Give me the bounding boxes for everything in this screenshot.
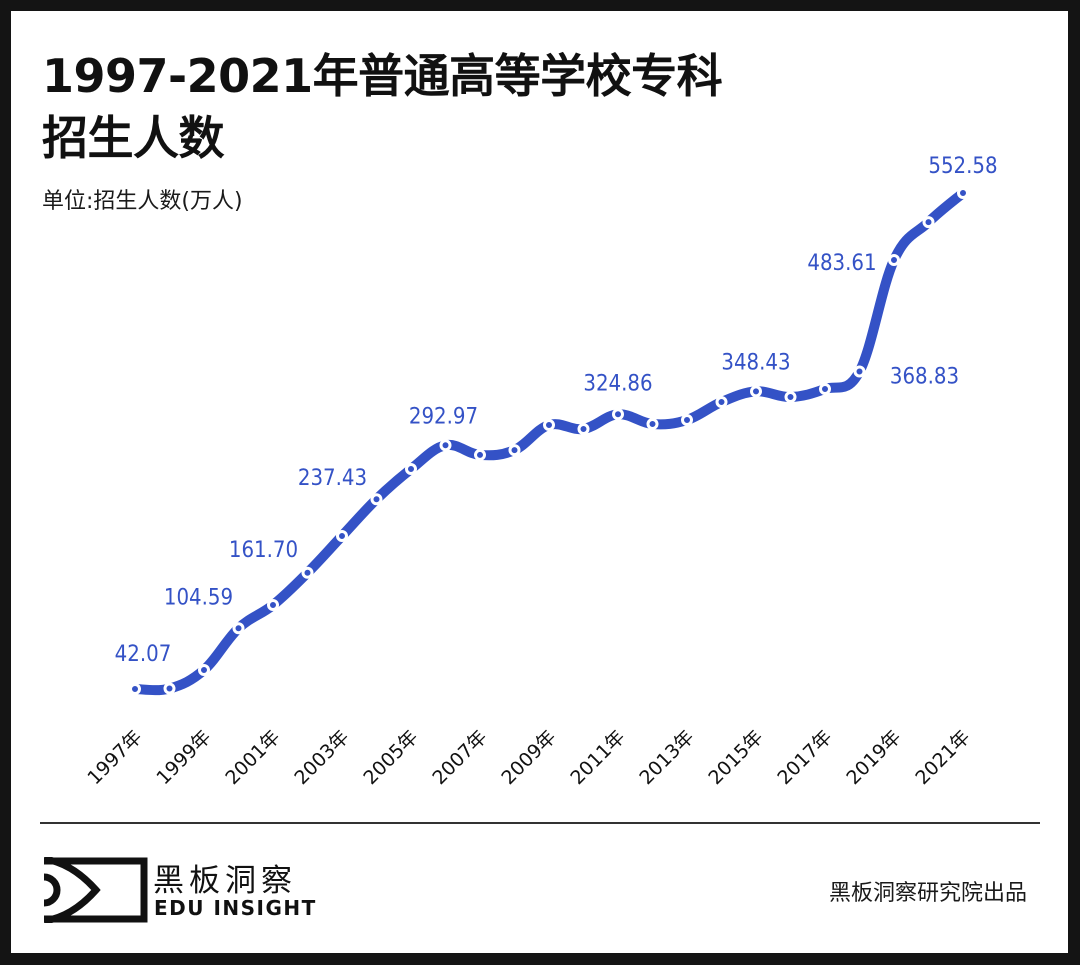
- data-point-marker: [163, 682, 176, 695]
- data-point-marker: [612, 408, 624, 421]
- data-point-marker: [232, 622, 245, 635]
- data-point-marker: [888, 254, 900, 267]
- logo-english-text: EDU INSIGHT: [154, 896, 317, 920]
- chart-card: 1997-2021年普通高等学校专科 招生人数 单位:招生人数(万人) 黑板洞察…: [11, 11, 1068, 953]
- data-label: 348.43: [721, 350, 790, 375]
- data-point-marker: [681, 413, 693, 426]
- data-point-marker: [370, 493, 383, 506]
- x-axis-tick-label: 2011年: [566, 726, 629, 789]
- data-point-marker: [819, 382, 831, 395]
- data-label: 292.97: [409, 404, 478, 429]
- footer-divider: [40, 822, 1040, 824]
- data-point-marker: [577, 422, 590, 435]
- x-axis-tick-label: 2015年: [704, 726, 767, 789]
- data-label: 552.58: [928, 154, 997, 179]
- data-label: 237.43: [298, 466, 367, 491]
- x-axis-tick-label: 2003年: [290, 726, 353, 789]
- x-axis-tick-label: 2001年: [221, 726, 284, 789]
- data-point-marker: [750, 385, 762, 398]
- data-point-marker: [922, 216, 935, 229]
- x-axis-tick-label: 2013年: [635, 726, 698, 789]
- chart-title-line1: 1997-2021年普通高等学校专科: [42, 49, 723, 103]
- x-axis-tick-label: 1999年: [152, 726, 215, 789]
- x-axis-tick-label: 2009年: [497, 726, 560, 789]
- data-point-marker: [646, 418, 659, 431]
- data-point-marker: [853, 365, 866, 378]
- x-axis-tick-label: 2017年: [773, 726, 836, 789]
- data-point-marker: [301, 566, 314, 579]
- x-axis-tick-label: 2005年: [359, 726, 422, 789]
- data-point-marker: [267, 599, 279, 612]
- data-point-marker: [957, 187, 969, 200]
- data-label: 42.07: [115, 642, 172, 667]
- unit-label: 单位:招生人数(万人): [42, 189, 243, 214]
- data-point-marker: [715, 395, 728, 408]
- data-point-marker: [336, 529, 348, 542]
- data-label: 483.61: [807, 251, 876, 276]
- data-point-marker: [439, 439, 452, 452]
- data-point-marker: [543, 419, 555, 432]
- x-axis-tick-label: 1997年: [83, 726, 146, 789]
- x-axis-tick-label: 2007年: [428, 726, 491, 789]
- eye-frame-icon: [43, 855, 148, 925]
- data-point-marker: [474, 448, 486, 461]
- data-point-marker: [405, 463, 417, 476]
- data-label: 161.70: [229, 538, 298, 563]
- chart-title: 1997-2021年普通高等学校专科 招生人数: [42, 45, 723, 169]
- data-point-marker: [784, 391, 797, 404]
- x-axis-tick-label: 2019年: [842, 726, 905, 789]
- brand-logo: 黑板洞察 EDU INSIGHT: [43, 855, 334, 927]
- data-point-marker: [508, 444, 521, 457]
- x-axis-tick-label: 2021年: [911, 726, 974, 789]
- data-label: 368.83: [890, 365, 959, 390]
- data-label: 324.86: [583, 371, 652, 396]
- data-label: 104.59: [164, 585, 233, 610]
- data-point-marker: [198, 663, 210, 676]
- chart-title-line2: 招生人数: [42, 111, 225, 165]
- data-point-marker: [129, 683, 141, 696]
- credit-text: 黑板洞察研究院出品: [828, 881, 1027, 906]
- logo-chinese-text: 黑板洞察: [153, 863, 297, 899]
